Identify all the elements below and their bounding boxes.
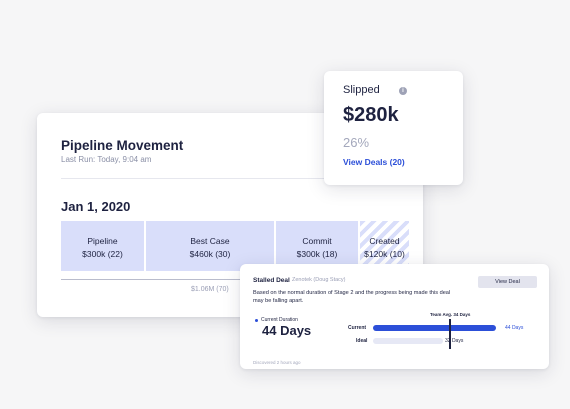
current-duration-dot-icon — [255, 319, 258, 322]
team-avg-marker — [449, 319, 451, 349]
stalled-description: Based on the normal duration of Stage 2 … — [253, 290, 451, 304]
slipped-percent: 26% — [343, 135, 370, 150]
current-duration-bar — [373, 325, 496, 331]
stalled-subtitle: Zenotek (Doug Stacy) — [292, 277, 346, 283]
stalled-deal-card: Stalled Deal Zenotek (Doug Stacy) View D… — [240, 264, 549, 369]
pipeline-date: Jan 1, 2020 — [61, 199, 131, 214]
stage-label: Pipeline — [87, 236, 118, 246]
stage-value: $120k (10) — [364, 249, 405, 259]
stage-value: $300k (18) — [296, 249, 338, 259]
stage-commit[interactable]: Commit $300k (18) — [276, 221, 358, 271]
view-deal-button[interactable]: View Deal — [478, 276, 537, 288]
stage-label: Commit — [302, 236, 332, 246]
slipped-card: Slipped i $280k 26% View Deals (20) — [324, 71, 463, 185]
stage-label: Created — [369, 236, 400, 246]
stage-value: $460k (30) — [189, 249, 231, 259]
team-avg-label: Team Avg. 34 Days — [430, 312, 471, 317]
slipped-amount: $280k — [343, 104, 399, 126]
last-run-text: Last Run: Today, 9:04 am — [61, 155, 152, 164]
ideal-row-value: 32 Days — [445, 338, 464, 344]
current-duration-value: 44 Days — [262, 323, 312, 338]
pipeline-total: $1.06M (70) — [191, 286, 229, 293]
ideal-duration-bar — [373, 338, 443, 344]
stage-best-case[interactable]: Best Case $460k (30) — [146, 221, 274, 271]
stage-row: Pipeline $300k (22) Best Case $460k (30)… — [61, 221, 409, 273]
pipeline-title: Pipeline Movement — [61, 138, 184, 153]
current-duration-label: Current Duration — [261, 317, 298, 323]
current-row-label: Current — [348, 325, 367, 331]
stalled-title: Stalled Deal — [253, 277, 290, 284]
stage-created[interactable]: Created $120k (10) — [360, 221, 409, 271]
stage-value: $300k (22) — [82, 249, 123, 259]
divider — [61, 178, 423, 179]
stage-pipeline[interactable]: Pipeline $300k (22) — [61, 221, 144, 271]
ideal-row-label: Ideal — [356, 338, 368, 344]
current-row-value: 44 Days — [505, 325, 524, 331]
detected-time: Discovered 2 hours ago — [253, 360, 301, 365]
stage-label: Best Case — [190, 236, 230, 246]
info-icon[interactable]: i — [399, 87, 407, 95]
view-deals-link[interactable]: View Deals (20) — [343, 157, 405, 167]
axis-line — [61, 279, 401, 280]
slipped-label: Slipped — [343, 84, 380, 96]
